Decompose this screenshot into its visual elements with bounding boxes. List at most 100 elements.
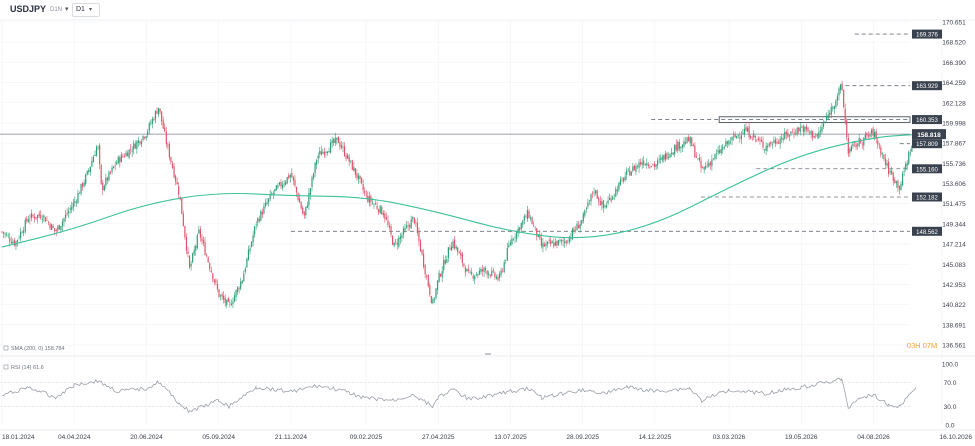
candle [21,230,23,234]
candle [57,224,59,233]
candle [176,177,178,185]
candle [863,137,865,151]
candle [903,166,905,177]
candle [850,144,852,152]
candle [255,221,257,230]
symbol-dropdown-icon[interactable]: ▾ [65,6,69,13]
resistance-zone[interactable] [718,116,911,123]
candle [500,267,502,278]
candle [767,143,769,152]
candle [74,196,76,207]
rsi-visibility-icon[interactable] [3,364,9,370]
candle [359,175,361,184]
candle [213,278,215,286]
candle [432,297,434,305]
candle [156,107,158,115]
candle [297,191,299,202]
candle [824,121,826,124]
candle [567,239,569,244]
candle [574,225,577,233]
candle [584,209,586,218]
sma-indicator-label: SMA (200, 0) 158.784 [11,346,65,352]
candle [681,144,684,152]
candle [95,144,98,157]
candle [875,128,877,144]
candle [395,238,397,245]
candle [258,215,260,223]
sma-visibility-icon[interactable] [3,345,9,351]
candle [497,274,499,282]
candle [137,136,139,147]
candle [615,186,617,198]
candle [263,202,265,215]
timeframe-select[interactable] [72,3,100,17]
candle [644,163,646,166]
candle [796,126,798,137]
candle [69,205,71,214]
candle [771,141,773,149]
candle [275,184,277,191]
candle [564,237,566,248]
candle [889,169,891,176]
candle [415,219,417,227]
candle [393,242,395,248]
timeframe-dropdown-icon[interactable]: ▾ [89,7,93,13]
candle [511,235,513,246]
candle [450,241,453,251]
symbol-subtitle: D1N [50,7,63,13]
candle [398,235,400,249]
candle [418,227,420,247]
candle [573,226,575,235]
candle [147,129,149,138]
candle [449,244,451,250]
candle [216,279,219,293]
symbol-label[interactable]: USDJPY [10,4,47,14]
candle [494,271,496,280]
candle [700,156,702,173]
candle [61,218,64,232]
candle [268,198,270,207]
candle [612,195,614,200]
candle [347,153,349,159]
candle [367,191,369,203]
candle [85,173,87,187]
time-tick-label: 16.10.2026 [939,434,972,441]
candle [666,151,668,161]
level-tag-label: 155.160 [916,167,938,173]
candle [641,157,643,169]
candle [678,139,680,152]
candle [257,217,259,227]
candle [672,151,674,156]
candle [164,122,166,133]
candle [683,137,685,149]
candle [503,259,505,274]
rsi-tick-label: 100.0 [942,362,959,369]
candle [602,199,604,213]
candle [215,278,217,286]
candle [364,187,366,197]
candle [58,224,60,230]
price-tick-label: 153.606 [942,181,966,188]
candle [72,198,74,212]
candle [461,251,463,267]
candle [35,217,37,220]
candle [37,214,39,224]
candle [531,216,533,225]
time-tick-label: 04.08.2026 [857,434,890,441]
candle [793,127,795,139]
candle [356,169,358,181]
rsi-axis: 100.0 70.0 30.0 0.0 [942,362,959,430]
price-tick-label: 168.520 [942,40,966,47]
candle [171,160,174,170]
candle [165,126,167,148]
candle [305,206,307,219]
time-tick-label: 04.04.2024 [58,434,91,441]
candle [221,292,223,301]
rsi-indicator-label: RSI (14) 61.6 [11,365,44,371]
candle [839,83,842,94]
candle [100,164,102,185]
candle [229,299,231,308]
candle [188,255,191,270]
candle [669,153,671,159]
